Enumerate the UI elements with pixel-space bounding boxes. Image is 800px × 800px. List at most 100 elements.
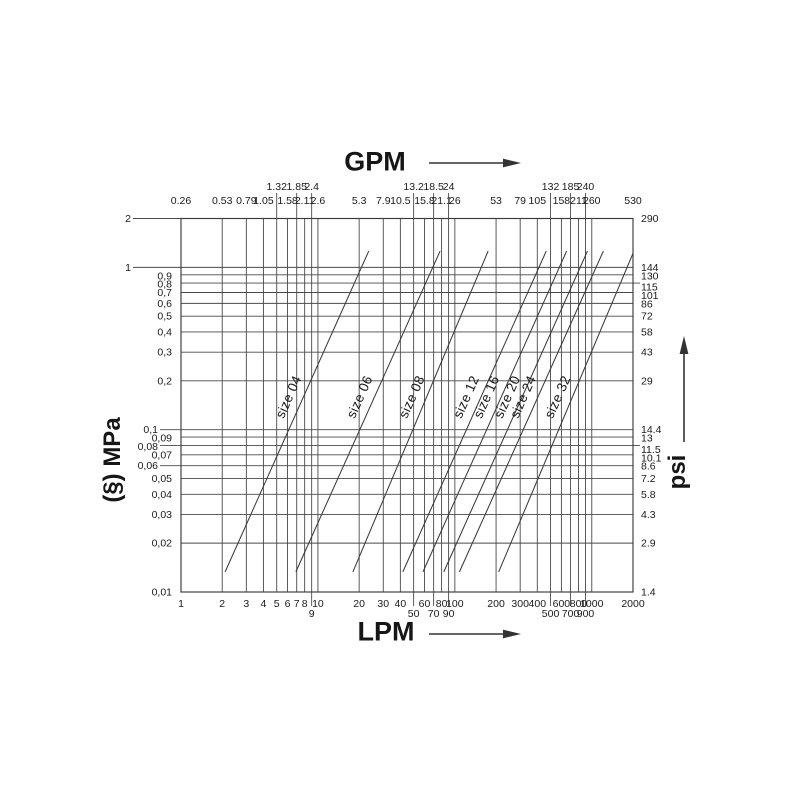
lpm-tick-label: 20 bbox=[353, 598, 365, 610]
lpm-tick-label: 900 bbox=[577, 608, 595, 620]
gpm-tick-label: 26 bbox=[449, 195, 461, 207]
mpa-tick-label: 0,7 bbox=[157, 287, 172, 299]
lpm-tick-label: 30 bbox=[377, 598, 389, 610]
mpa-tick-label: 0,2 bbox=[157, 375, 172, 387]
mpa-tick-label: 0,07 bbox=[152, 449, 173, 461]
gpm-tick-label: 1.32 bbox=[266, 181, 287, 193]
lpm-tick-label: 40 bbox=[395, 598, 407, 610]
lpm-axis-title: LPM bbox=[357, 616, 415, 647]
psi-tick-label: 11.5 bbox=[641, 444, 661, 456]
psi-tick-label: 1.4 bbox=[641, 587, 656, 599]
left-axis: 210,90,80,70,60,50,40,30,20,10,090,080,0… bbox=[125, 213, 172, 599]
lpm-tick-label: 300 bbox=[511, 598, 529, 610]
gpm-tick-label: 15.8 bbox=[414, 195, 435, 207]
lpm-tick-label: 3 bbox=[243, 598, 249, 610]
gpm-tick-label: 2.11 bbox=[295, 195, 315, 207]
psi-tick-label: 43 bbox=[641, 347, 653, 359]
psi-tick-label: 29 bbox=[641, 375, 653, 387]
mpa-tick-label: 1 bbox=[125, 262, 131, 274]
grid-horizontal-lines bbox=[133, 218, 640, 593]
psi-tick-label: 130 bbox=[641, 270, 659, 282]
lpm-tick-label: 50 bbox=[408, 608, 420, 620]
gpm-tick-label: 21.1 bbox=[431, 195, 452, 207]
gpm-tick-label: 1.05 bbox=[253, 195, 274, 207]
mpa-tick-label: 0,6 bbox=[157, 298, 172, 310]
gpm-tick-label: 1.58 bbox=[277, 195, 298, 207]
lpm-tick-label: 600 bbox=[553, 598, 571, 610]
mpa-tick-label: 0,8 bbox=[157, 279, 172, 291]
mpa-tick-label: 0,04 bbox=[152, 489, 173, 501]
gpm-tick-label: 53 bbox=[490, 195, 502, 207]
psi-tick-label: 5.8 bbox=[641, 489, 656, 501]
psi-tick-label: 115 bbox=[641, 282, 658, 294]
psi-tick-label: 4.3 bbox=[641, 509, 656, 521]
mpa-tick-label: 0,06 bbox=[138, 460, 159, 472]
lpm-tick-label: 800 bbox=[570, 598, 588, 610]
gpm-tick-label: 18.5 bbox=[423, 181, 444, 193]
psi-tick-label: 86 bbox=[641, 298, 653, 310]
gpm-tick-label: 2.6 bbox=[311, 195, 326, 207]
mpa-tick-label: 0,09 bbox=[152, 433, 173, 445]
lpm-tick-label: 8 bbox=[302, 598, 308, 610]
lpm-tick-label: 1000 bbox=[580, 598, 604, 610]
psi-tick-label: 7.2 bbox=[641, 473, 656, 485]
gpm-tick-label: 132 bbox=[542, 181, 560, 193]
mpa-tick-label: 0,9 bbox=[157, 270, 172, 282]
psi-tick-label: 58 bbox=[641, 326, 653, 338]
psi-axis-title: psi bbox=[664, 454, 691, 490]
psi-tick-label: 290 bbox=[641, 213, 659, 225]
gpm-tick-label: 1.85 bbox=[286, 181, 307, 193]
gpm-tick-label: 10.5 bbox=[390, 195, 411, 207]
mpa-tick-label: 2 bbox=[125, 213, 131, 225]
lpm-tick-label: 400 bbox=[529, 598, 547, 610]
lpm-tick-label: 80 bbox=[436, 598, 448, 610]
lpm-tick-label: 200 bbox=[487, 598, 505, 610]
gpm-tick-label: 530 bbox=[624, 195, 642, 207]
gpm-axis-title: GPM bbox=[344, 146, 406, 177]
psi-tick-label: 72 bbox=[641, 311, 653, 323]
gpm-tick-label: 158 bbox=[553, 195, 571, 207]
gpm-tick-label: 240 bbox=[577, 181, 595, 193]
mpa-tick-label: 0,3 bbox=[157, 347, 172, 359]
mpa-axis-title: (§) MPa bbox=[99, 417, 126, 503]
gpm-tick-label: 0.53 bbox=[212, 195, 233, 207]
lpm-tick-label: 100 bbox=[446, 598, 464, 610]
mpa-tick-label: 0,02 bbox=[152, 538, 173, 550]
gpm-tick-label: 0.79 bbox=[236, 195, 257, 207]
lpm-tick-label: 10 bbox=[312, 598, 324, 610]
lpm-tick-label: 60 bbox=[419, 598, 431, 610]
gpm-tick-label: 211 bbox=[570, 195, 587, 207]
psi-tick-label: 2.9 bbox=[641, 538, 656, 550]
psi-tick-label: 13 bbox=[641, 433, 653, 445]
gpm-tick-label: 2.4 bbox=[304, 181, 319, 193]
mpa-tick-label: 0,5 bbox=[157, 311, 172, 323]
lpm-tick-label: 70 bbox=[428, 608, 440, 620]
gpm-tick-label: 5.3 bbox=[352, 195, 367, 207]
lpm-tick-label: 2 bbox=[219, 598, 225, 610]
lpm-tick-label: 9 bbox=[309, 608, 315, 620]
mpa-tick-label: 0,03 bbox=[152, 509, 173, 521]
mpa-tick-label: 0,08 bbox=[138, 441, 159, 453]
gpm-tick-label: 105 bbox=[529, 195, 547, 207]
psi-tick-label: 10.1 bbox=[641, 452, 662, 464]
lpm-tick-label: 6 bbox=[285, 598, 291, 610]
top-axis: 0.26 0.53 0.791.05 1.32 1.58 1.85 2.11 2.4 2.6 5.… bbox=[171, 181, 642, 219]
lpm-tick-label: 90 bbox=[443, 608, 455, 620]
gpm-tick-label: 13.2 bbox=[403, 181, 424, 193]
lpm-tick-label: 7 bbox=[294, 598, 300, 610]
psi-tick-label: 144 bbox=[641, 262, 659, 274]
psi-tick-label: 101 bbox=[641, 290, 659, 302]
gpm-tick-label: 79 bbox=[514, 195, 526, 207]
mpa-tick-label: 0,05 bbox=[152, 473, 173, 485]
mpa-tick-label: 0,01 bbox=[152, 587, 173, 599]
mpa-tick-label: 0,1 bbox=[143, 424, 158, 436]
gpm-tick-label: 260 bbox=[583, 195, 601, 207]
gpm-tick-label: 24 bbox=[443, 181, 455, 193]
gpm-tick-label: 185 bbox=[562, 181, 580, 193]
size-curve-label: size 04 bbox=[273, 373, 305, 420]
psi-tick-label: 8.6 bbox=[641, 461, 656, 473]
